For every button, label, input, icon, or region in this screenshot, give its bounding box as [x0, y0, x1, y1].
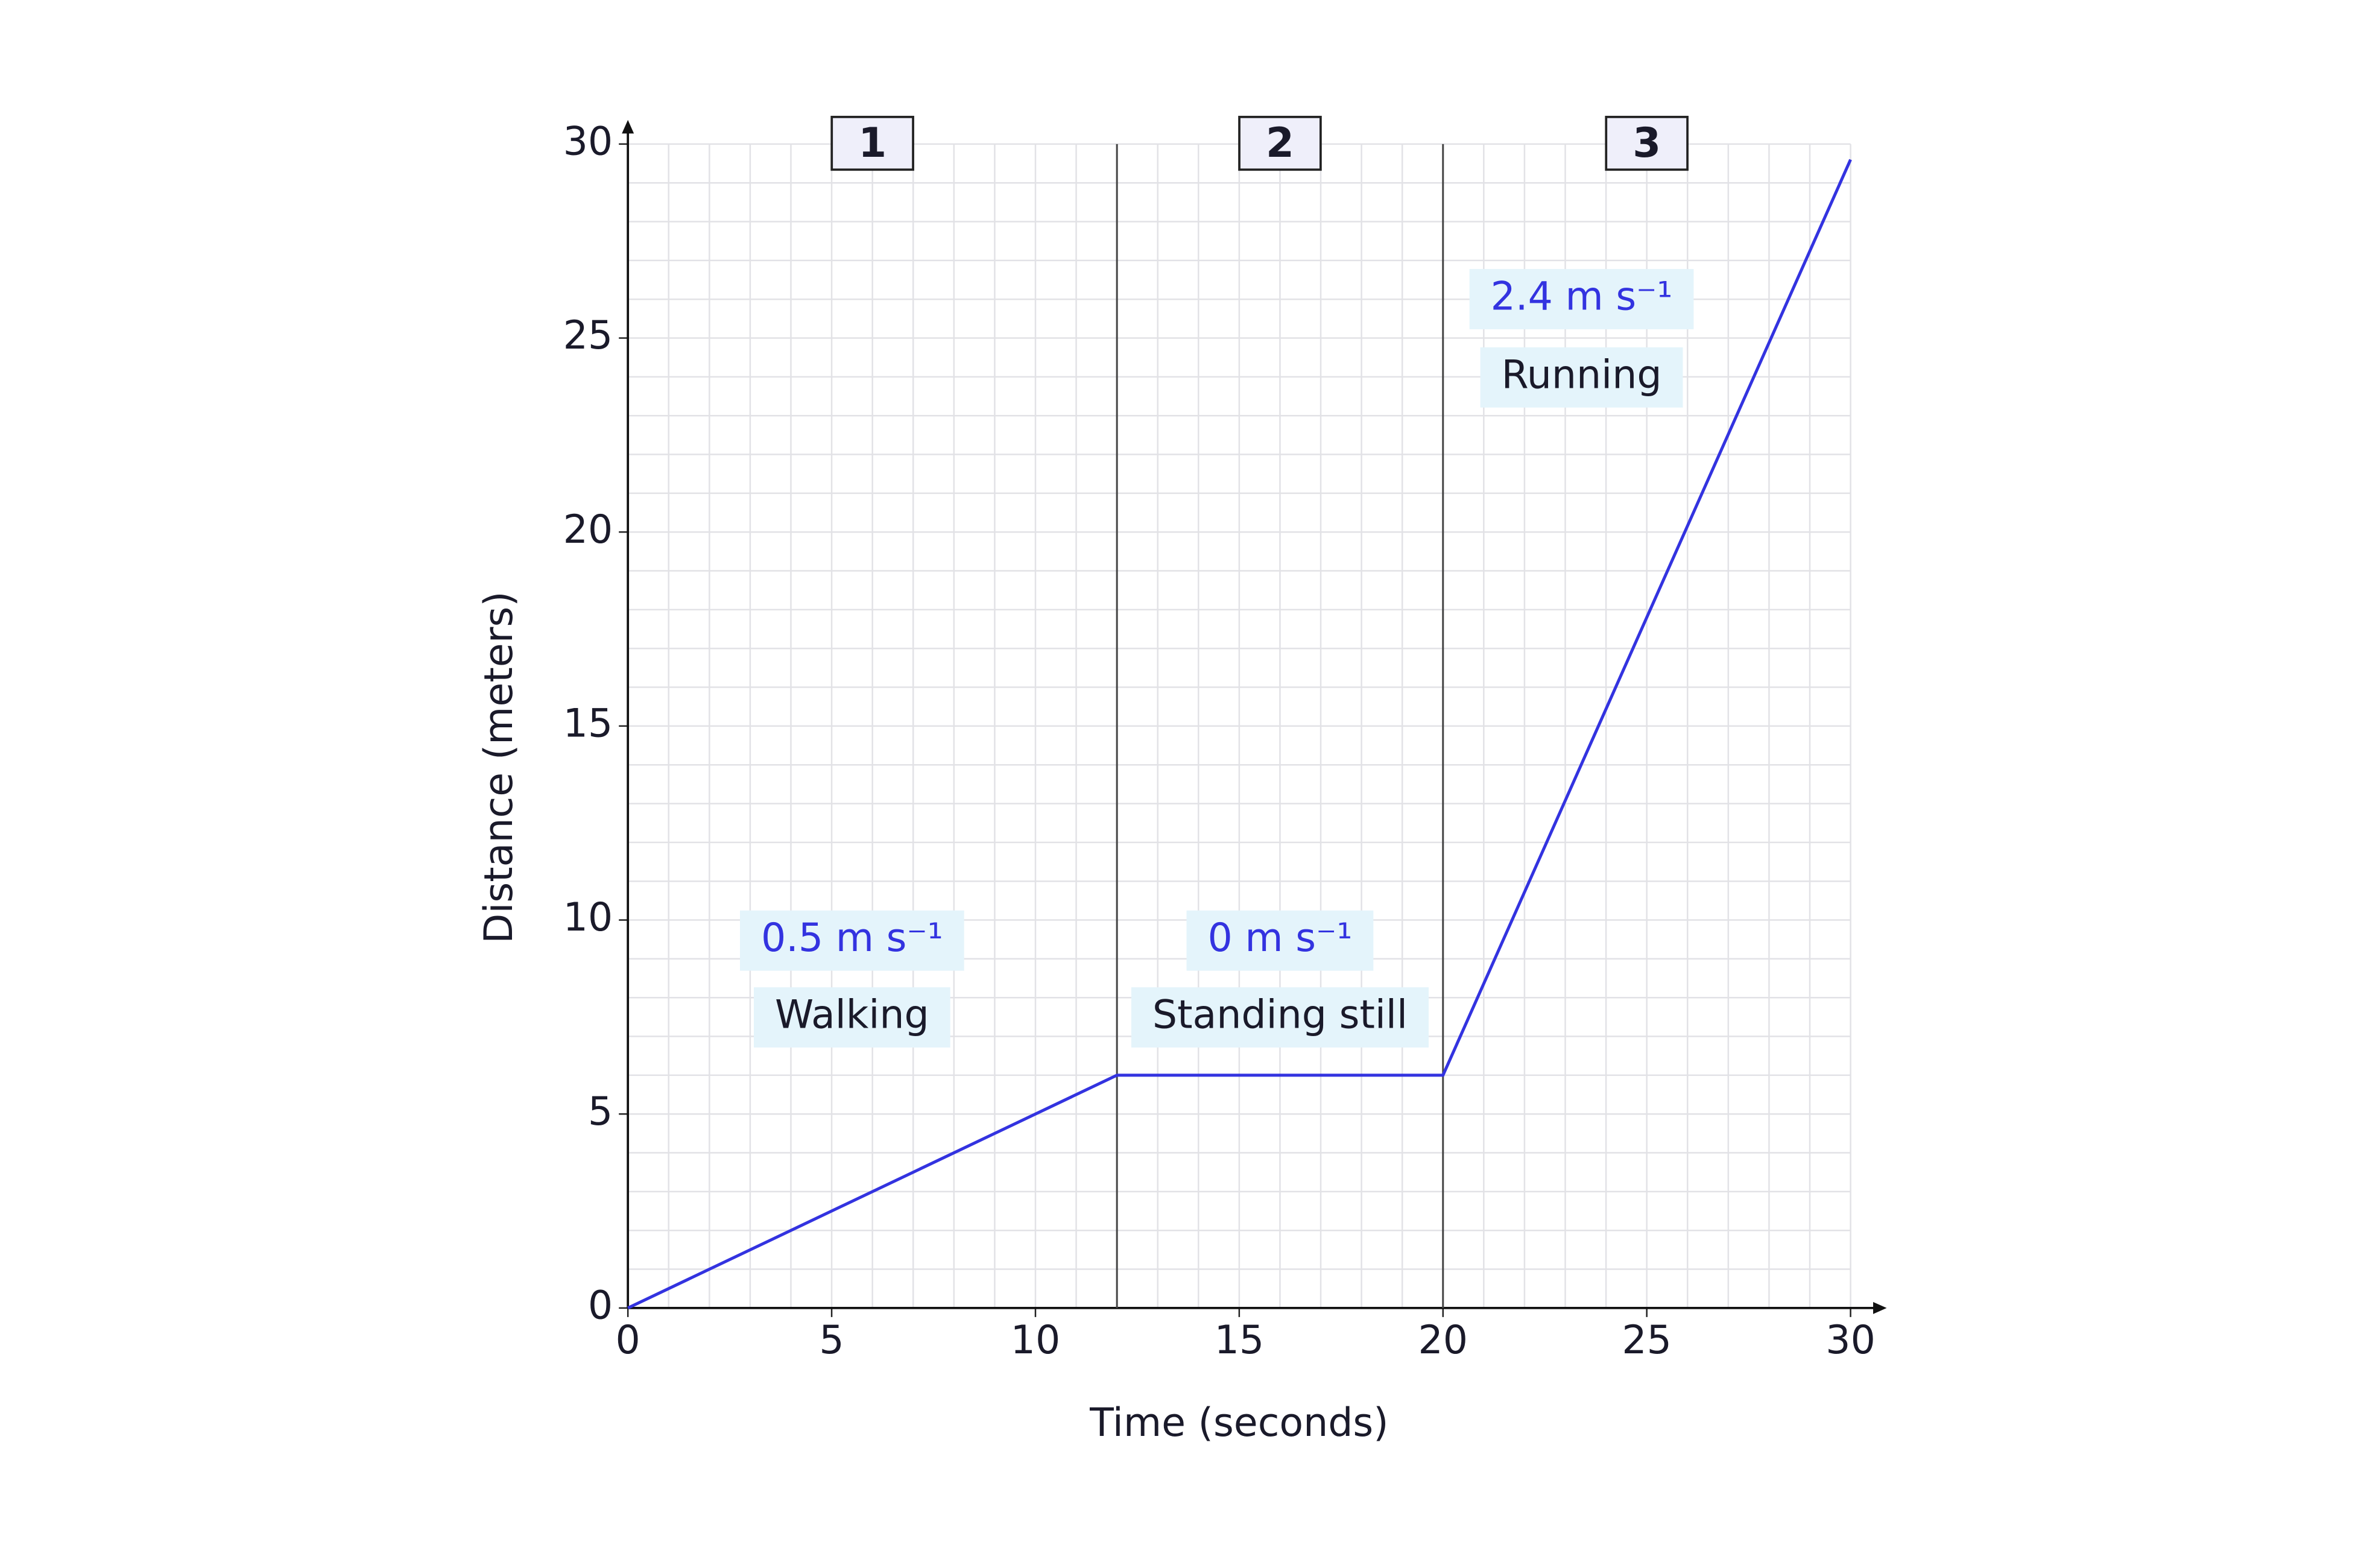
region-label-box: [1238, 116, 1322, 171]
y-tick-label: 0: [588, 1283, 613, 1328]
y-tick-label: 25: [563, 313, 613, 358]
y-axis-label: Distance (meters): [476, 591, 522, 943]
speed-label-bg: [1469, 269, 1694, 329]
y-tick-label: 20: [563, 507, 613, 552]
x-tick-label: 10: [1011, 1318, 1061, 1363]
y-tick-label: 30: [563, 119, 613, 164]
activity-label-bg: [1131, 987, 1429, 1048]
activity-label-bg: [1480, 347, 1683, 408]
y-axis-arrow: [622, 119, 634, 134]
region-label-box: [1605, 116, 1689, 171]
activity-label: Running: [1502, 352, 1662, 397]
x-tick-label: 20: [1418, 1318, 1468, 1363]
x-tick-label: 0: [616, 1318, 640, 1363]
speed-label: 0 m s⁻¹: [1208, 915, 1353, 961]
activity-label: Standing still: [1152, 993, 1408, 1038]
region-label-box: [830, 116, 914, 171]
x-axis-label: Time (seconds): [1089, 1400, 1388, 1446]
x-tick-label: 25: [1622, 1318, 1672, 1363]
region-label: 2: [1266, 119, 1294, 166]
x-axis-arrow: [1873, 1301, 1887, 1314]
y-tick-label: 15: [563, 701, 613, 746]
region-label: 3: [1632, 119, 1661, 166]
region-label: 1: [858, 119, 887, 166]
speed-label: 0.5 m s⁻¹: [761, 915, 943, 961]
data-line: [627, 159, 1852, 1310]
speed-label-bg: [1186, 910, 1374, 971]
x-tick-label: 30: [1825, 1318, 1876, 1363]
speed-label-bg: [740, 910, 964, 971]
activity-label: Walking: [775, 993, 929, 1038]
activity-label-bg: [754, 987, 950, 1048]
y-tick-label: 10: [563, 895, 613, 940]
speed-label: 2.4 m s⁻¹: [1491, 274, 1673, 320]
x-tick-label: 15: [1215, 1318, 1265, 1363]
x-tick-label: 5: [819, 1318, 844, 1363]
y-tick-label: 5: [588, 1089, 613, 1134]
